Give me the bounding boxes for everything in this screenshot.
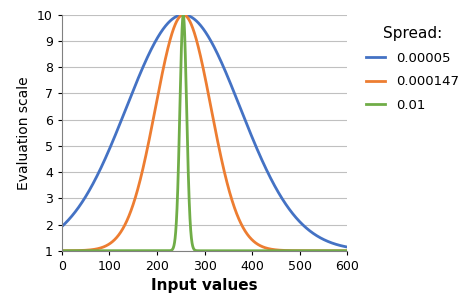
0.000147: [169, 34, 174, 37]
0.01: [91, 249, 97, 253]
0.01: [345, 249, 350, 253]
0.00005: [59, 225, 65, 228]
0.000147: [109, 241, 114, 244]
0.01: [180, 13, 186, 17]
0.01: [339, 249, 345, 253]
0.00005: [345, 245, 350, 249]
0.000147: [308, 249, 314, 253]
0.000147: [345, 249, 350, 253]
0.00005: [180, 13, 186, 17]
0.01: [109, 249, 114, 253]
Line: 0.01: 0.01: [62, 15, 347, 251]
Y-axis label: Evaluation scale: Evaluation scale: [18, 76, 31, 190]
0.00005: [109, 143, 114, 146]
0.00005: [308, 230, 314, 234]
Line: 0.00005: 0.00005: [62, 15, 347, 247]
Legend: 0.00005, 0.000147, 0.01: 0.00005, 0.000147, 0.01: [366, 26, 459, 112]
0.000147: [91, 248, 97, 251]
Line: 0.000147: 0.000147: [62, 15, 347, 251]
0.01: [181, 17, 187, 20]
0.00005: [169, 18, 174, 22]
0.000147: [59, 249, 65, 253]
0.01: [59, 249, 65, 253]
0.000147: [181, 13, 187, 17]
0.01: [308, 249, 314, 253]
0.000147: [180, 13, 186, 17]
0.00005: [181, 13, 187, 17]
0.00005: [91, 179, 97, 183]
0.000147: [339, 249, 345, 253]
X-axis label: Input values: Input values: [151, 278, 258, 293]
0.00005: [339, 244, 345, 248]
0.01: [169, 248, 174, 252]
